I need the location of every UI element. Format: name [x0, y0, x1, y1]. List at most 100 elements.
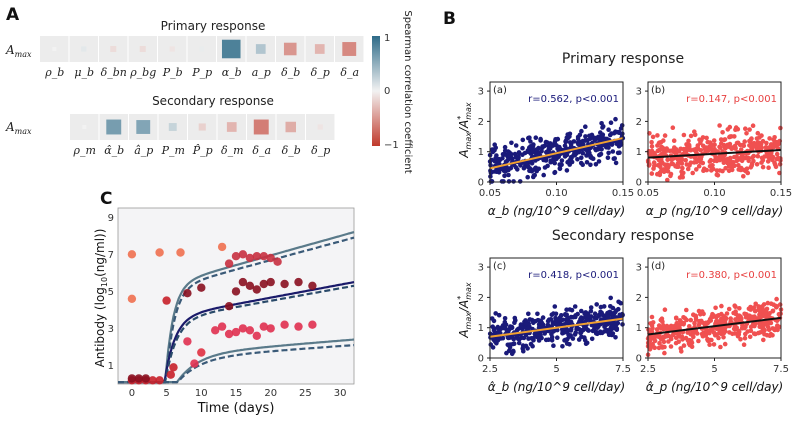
scatter-point	[712, 146, 717, 152]
scatter-point	[696, 156, 702, 162]
scatter-point	[690, 331, 696, 336]
scatter-point	[739, 165, 744, 171]
scatter-point	[762, 154, 767, 159]
scatter-point	[681, 132, 687, 138]
scatter-point	[662, 133, 668, 138]
scatter-point	[567, 140, 573, 145]
colorbar-ticks: 1 0 −1	[384, 33, 399, 151]
scatter-point	[527, 317, 533, 322]
scatter-point	[606, 314, 611, 320]
x-axis-label: α_b (ng/10^9 cell/day)	[488, 204, 626, 218]
b-primary-ylabel: Amax/A*max	[456, 102, 473, 159]
scatter-point	[502, 148, 508, 154]
scatter-point	[535, 311, 540, 317]
scatter-point	[665, 177, 670, 183]
scatter-point	[580, 138, 586, 144]
scatter-point	[686, 138, 691, 144]
scatter-point	[600, 132, 606, 137]
x-tick-label: 2.5	[640, 364, 656, 375]
x-tick-label: 30	[334, 388, 347, 399]
scatter-point	[717, 168, 723, 173]
scatter-point	[749, 136, 754, 141]
y-tick-label: 2	[478, 117, 484, 128]
scatter-point	[733, 125, 739, 130]
scatter-point	[552, 169, 558, 175]
scatter-point	[502, 165, 507, 170]
scatter-point	[534, 332, 539, 338]
scatter-point	[575, 140, 581, 146]
data-point	[127, 374, 137, 383]
scatter-point	[515, 336, 521, 342]
data-point	[197, 348, 206, 357]
scatter-point	[711, 342, 717, 347]
scatter-point	[502, 173, 507, 179]
data-point	[155, 248, 164, 257]
scatter-point	[516, 151, 522, 156]
scatter-point	[679, 319, 684, 325]
secondary-param-label: δ_a	[252, 144, 271, 157]
scatter-point	[676, 339, 681, 345]
scatter-point	[588, 305, 594, 310]
scatter-point	[755, 130, 761, 136]
primary-cell	[110, 45, 117, 53]
scatter-point	[718, 137, 724, 142]
scatter-point	[768, 151, 774, 156]
scatter-point	[538, 136, 543, 142]
scatter-point	[738, 337, 743, 342]
scatter-point	[711, 138, 717, 143]
scatter-point	[563, 337, 568, 343]
scatter-point	[513, 143, 519, 148]
scatter-point	[521, 165, 527, 171]
x-tick-label: 10	[195, 388, 208, 399]
scatter-point	[587, 133, 592, 139]
scatter-point	[552, 304, 558, 309]
scatter-point	[516, 326, 521, 332]
scatter-point	[608, 295, 613, 301]
scatter-point	[557, 166, 563, 172]
scatter-point	[777, 324, 782, 330]
scatter-point	[758, 142, 764, 147]
primary-heatmap-title: Primary response	[161, 19, 266, 33]
b-primary-title: Primary response	[562, 51, 684, 67]
scatter-point	[673, 335, 679, 341]
primary-cell	[342, 42, 357, 56]
scatter-point	[729, 134, 734, 139]
secondary-param-label: P̂_p	[192, 144, 213, 157]
scatter-point	[496, 156, 502, 162]
scatter-point	[502, 326, 507, 331]
scatter-point	[618, 126, 624, 131]
primary-cell	[139, 45, 146, 53]
scatter-point	[516, 340, 522, 346]
secondary-param-label: P_m	[161, 144, 185, 157]
scatter-point	[546, 317, 552, 323]
scatter-point	[747, 334, 753, 340]
scatter-point	[732, 143, 738, 149]
x-tick-label: 0.05	[479, 188, 501, 199]
scatter-point	[489, 169, 495, 175]
secondary-cell	[253, 119, 269, 135]
scatter-point	[510, 341, 516, 347]
scatter-point	[563, 151, 568, 157]
scatter-point	[610, 311, 615, 316]
scatter-point	[565, 320, 571, 325]
data-point	[169, 363, 178, 372]
scatter-point	[577, 132, 583, 138]
scatter-point	[684, 307, 689, 313]
data-point	[259, 279, 268, 289]
scatter-point	[763, 321, 768, 326]
scatter-point	[564, 307, 569, 313]
fit-line	[647, 149, 782, 159]
scatter-point	[753, 321, 758, 327]
scatter-point	[588, 162, 593, 168]
correlation-annotation: r=0.562, p<0.001	[528, 94, 619, 105]
scatter-point	[500, 152, 506, 157]
y-tick-label: 1	[636, 323, 642, 334]
scatter-point	[512, 320, 517, 326]
scatter-point	[596, 147, 601, 152]
data-point	[224, 302, 234, 311]
scatter-point	[536, 325, 542, 330]
scatter-point	[747, 143, 752, 148]
scatter-point	[587, 150, 592, 156]
scatter-point	[743, 331, 748, 337]
scatter-point	[533, 135, 539, 140]
